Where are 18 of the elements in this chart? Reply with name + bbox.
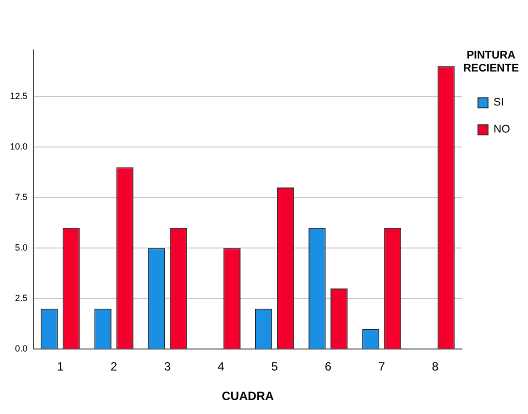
y-tick-label: 12.5 — [10, 90, 28, 101]
y-tick-label: 10.0 — [10, 142, 28, 152]
x-tick-label: 5 — [271, 360, 278, 374]
legend-title: PINTURA RECIENTE — [463, 50, 519, 75]
x-tick-label: 6 — [324, 360, 332, 374]
x-tick-label: 3 — [164, 360, 172, 374]
x-tick-label: 2 — [110, 360, 118, 374]
y-tick-label: 7.5 — [15, 192, 28, 202]
x-tick-label: 1 — [56, 360, 64, 374]
y-tick-label: 0.0 — [15, 344, 28, 354]
x-tick-label: 4 — [218, 360, 225, 374]
y-tick-label: 2.5 — [15, 293, 28, 304]
x-axis-title: CUADRA — [222, 389, 274, 404]
y-tick-label: 5.0 — [15, 242, 28, 253]
legend-label: NO — [494, 124, 510, 136]
x-tick-label: 8 — [432, 360, 439, 374]
legend-label: SI — [494, 96, 504, 109]
x-tick-label: 7 — [378, 360, 386, 374]
